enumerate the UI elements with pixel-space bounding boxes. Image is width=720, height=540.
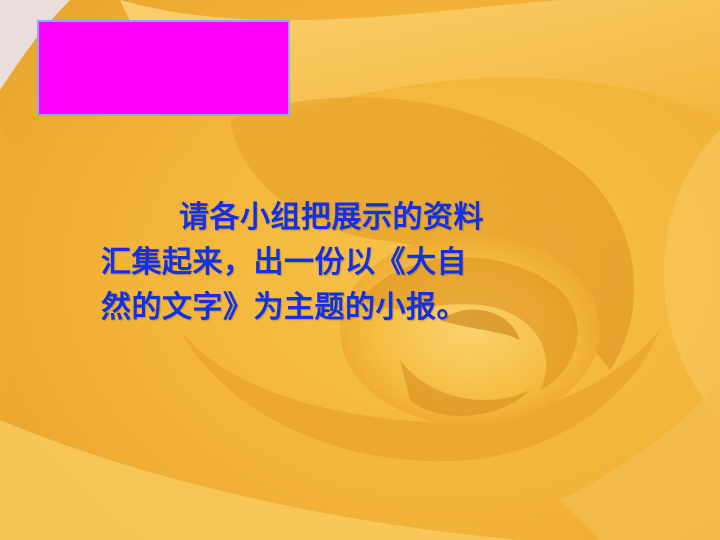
- body-text-line-3: 然的文字》为主题的小报。: [101, 290, 467, 325]
- body-text-line-1: 请各小组把展示的资料: [179, 200, 484, 235]
- petal-mid-3: [560, 380, 720, 540]
- petal-outer-bottom: [0, 420, 520, 540]
- petal-inner-3: [440, 309, 520, 340]
- petal-mid-2: [180, 330, 660, 462]
- petal-inner-1: [360, 257, 578, 390]
- petal-outer-left: [0, 120, 27, 400]
- corner-shade: [0, 0, 70, 90]
- body-text-line-2: 汇集起来，出一份以《大自: [101, 245, 467, 280]
- petal-inner-2: [400, 360, 530, 417]
- magenta-placeholder-box: [37, 20, 290, 116]
- petal-mid-1: [230, 97, 634, 371]
- petal-outer-right: [663, 130, 720, 420]
- body-text: 请各小组把展示的资料 汇集起来，出一份以《大自 然的文字》为主题的小报。: [101, 195, 551, 330]
